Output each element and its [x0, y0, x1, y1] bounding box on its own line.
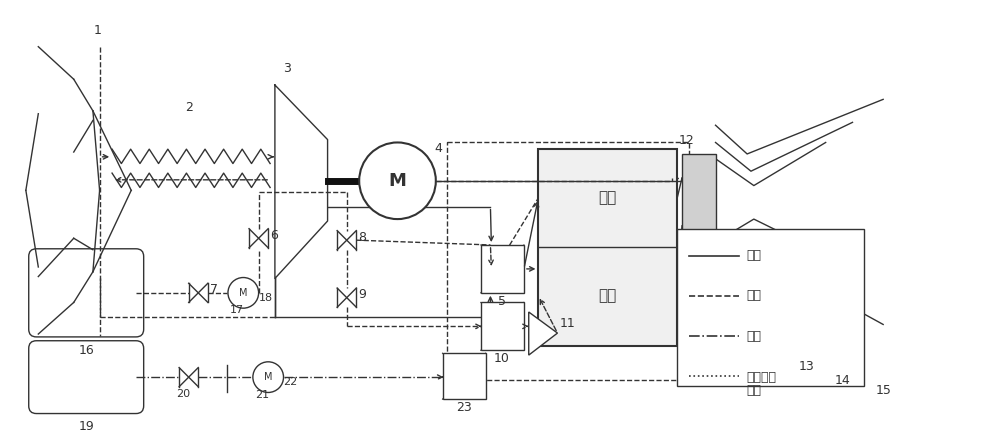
Text: 氧气: 氧气: [746, 330, 761, 343]
Text: M: M: [389, 172, 406, 190]
Circle shape: [359, 142, 436, 219]
Bar: [538, 149, 677, 346]
Text: 17: 17: [230, 305, 244, 315]
Text: 12: 12: [679, 134, 695, 147]
Text: 23: 23: [456, 401, 471, 414]
Text: 9: 9: [358, 288, 366, 301]
Text: 阳极: 阳极: [598, 288, 616, 303]
Text: 8: 8: [358, 231, 366, 244]
Text: 22: 22: [284, 377, 298, 387]
Text: 21: 21: [255, 390, 269, 400]
Text: M: M: [239, 288, 248, 298]
Text: 2: 2: [185, 101, 193, 114]
Text: 18: 18: [259, 293, 273, 303]
Text: 1: 1: [94, 24, 102, 37]
Circle shape: [253, 362, 284, 392]
Text: 20: 20: [176, 389, 190, 399]
Text: 19: 19: [78, 420, 94, 433]
Text: 16: 16: [78, 344, 94, 357]
Bar: [682, 154, 716, 250]
Text: 15: 15: [875, 384, 891, 397]
Text: 空气: 空气: [746, 249, 761, 262]
Text: 14: 14: [835, 374, 851, 387]
Text: 氢气: 氢气: [746, 289, 761, 302]
Text: 尾气: 尾气: [746, 384, 761, 397]
Polygon shape: [529, 312, 557, 355]
Bar: [481, 245, 524, 293]
Text: M: M: [264, 372, 272, 382]
Text: 13: 13: [799, 360, 814, 373]
Bar: [443, 353, 486, 399]
Circle shape: [228, 278, 259, 308]
Text: 阴极: 阴极: [598, 191, 616, 206]
Bar: [481, 302, 524, 350]
Text: 燃料电池: 燃料电池: [746, 371, 776, 384]
Text: 5: 5: [498, 295, 506, 308]
Text: 3: 3: [283, 62, 291, 75]
Bar: [447, 142, 689, 380]
Text: 6: 6: [270, 229, 278, 242]
Text: 11: 11: [559, 317, 575, 330]
Text: 7: 7: [210, 283, 218, 296]
Text: 10: 10: [494, 352, 510, 365]
Bar: [677, 229, 864, 386]
Text: 4: 4: [435, 142, 443, 155]
